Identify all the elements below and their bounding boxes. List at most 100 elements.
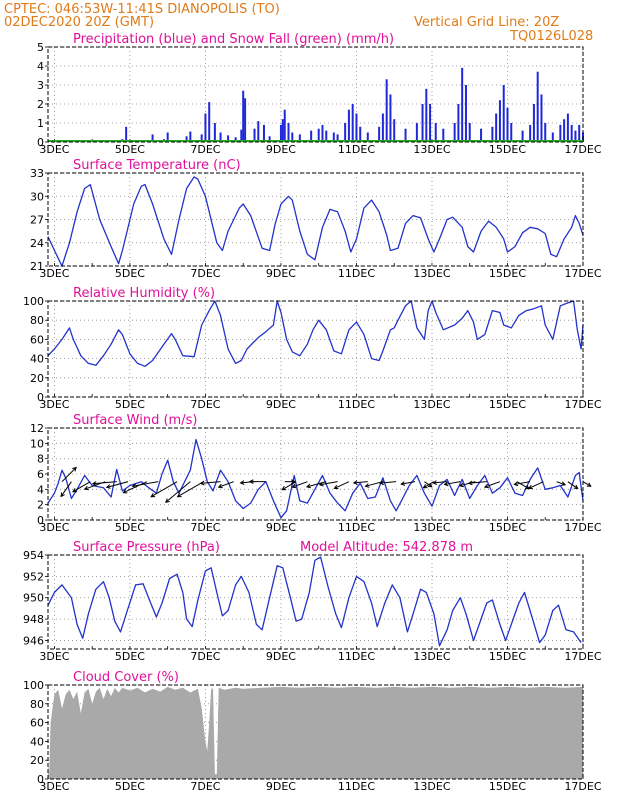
precip-bar — [242, 90, 245, 142]
cloud-x-tick-label: 11DEC — [338, 780, 375, 793]
humidity-series-line — [47, 300, 584, 367]
wind-arrow-shaft — [423, 481, 435, 489]
wind-arrow-shaft — [132, 481, 159, 487]
humidity-y-tick-label: 80 — [30, 314, 44, 327]
wind-arrow-head — [72, 466, 77, 472]
wind-arrow-shaft — [567, 481, 579, 489]
wind-arrow-shaft — [165, 481, 191, 503]
wind-arrow-head — [72, 487, 77, 493]
wind-arrow-shaft — [468, 481, 487, 484]
wind-arrow-head — [60, 492, 65, 498]
pressure-y-tick-label: 954 — [23, 549, 44, 562]
wind-arrow-head — [527, 484, 533, 490]
cloud-y-tick-label: 0 — [37, 773, 44, 786]
cloud-y-tick-label: 100 — [23, 679, 44, 692]
temperature-x-tick-label: 15DEC — [489, 267, 526, 280]
wind-arrow-shaft — [319, 481, 338, 486]
wind-arrow-head — [458, 482, 464, 488]
wind-arrow-shaft — [92, 481, 117, 485]
wind-y-tick-label: 10 — [30, 437, 44, 450]
cloud-x-tick-label: 17DEC — [564, 780, 601, 793]
precip-bar — [125, 126, 128, 142]
precip-y-tick-label: 3 — [37, 79, 44, 92]
precip-x-tick-label: 13DEC — [413, 143, 450, 156]
temperature-x-tick-label: 13DEC — [413, 267, 450, 280]
precip-bar — [415, 123, 418, 142]
humidity-frame — [47, 300, 584, 398]
precip-bar — [336, 134, 339, 142]
wind-arrow-head — [318, 481, 324, 487]
precip-x-tick-label: 9DEC — [266, 143, 296, 156]
wind-x-tick-label: 5DEC — [115, 521, 145, 534]
wind-x-tick-label: 15DEC — [489, 521, 526, 534]
pressure-annotation: Model Altitude: 542.878 m — [300, 540, 473, 555]
precip-bar — [536, 71, 539, 142]
wind-arrow-head — [400, 481, 406, 486]
wind-arrow-head — [165, 498, 170, 503]
precip-bar — [495, 113, 498, 142]
precip-bar — [359, 126, 362, 142]
wind-arrow-shaft — [60, 481, 72, 497]
humidity-y-tick-label: 0 — [37, 391, 44, 404]
wind-arrow-head — [281, 485, 287, 491]
wind-arrow-shaft — [353, 481, 368, 484]
precip-bar — [200, 134, 203, 142]
temperature-y-tick-label: 30 — [30, 190, 44, 203]
wind-arrow-head — [91, 481, 97, 486]
precip-bar — [385, 79, 388, 142]
pressure-frame — [47, 554, 584, 650]
precip-bar — [279, 124, 282, 142]
wind-y-tick-label: 8 — [37, 453, 44, 466]
humidity-x-tick-label: 13DEC — [413, 398, 450, 411]
precip-bar — [464, 85, 467, 142]
wind-arrow-shaft — [459, 481, 476, 487]
humidity-x-tick-label: 3DEC — [39, 398, 69, 411]
precip-bar — [227, 135, 230, 142]
precip-y-tick-label: 4 — [37, 60, 44, 73]
wind-arrow-head — [131, 483, 137, 488]
header-run-time: 02DEC2020 20Z (GMT) — [4, 15, 154, 30]
precip-bar — [421, 104, 424, 142]
precip-y-tick-label: 1 — [37, 117, 44, 130]
precip-bar — [321, 124, 324, 142]
wind-arrow-head — [122, 489, 128, 494]
wind-y-tick-label: 2 — [37, 499, 44, 512]
precip-bar — [461, 67, 464, 142]
wind-arrow-head — [467, 480, 473, 486]
wind-x-tick-label: 3DEC — [39, 521, 69, 534]
precip-x-tick-label: 3DEC — [39, 143, 69, 156]
wind-x-tick-label: 13DEC — [413, 521, 450, 534]
wind-arrow-shaft — [424, 481, 433, 488]
precip-y-tick-label: 0 — [37, 136, 44, 149]
precip-bar — [540, 94, 543, 142]
wind-arrow-head — [573, 484, 579, 490]
wind-x-tick-label: 7DEC — [190, 521, 220, 534]
pressure-y-tick-label: 948 — [23, 613, 44, 626]
wind-arrow-shaft — [177, 481, 204, 498]
wind-arrow-head — [443, 481, 449, 487]
humidity-x-tick-label: 9DEC — [266, 398, 296, 411]
temperature-y-tick-label: 21 — [30, 260, 44, 273]
precip-bar — [529, 124, 532, 142]
precip-y-tick-label: 2 — [37, 98, 44, 111]
precip-bar — [404, 128, 407, 142]
humidity-x-tick-label: 11DEC — [338, 398, 375, 411]
cloud-x-tick-label: 7DEC — [190, 780, 220, 793]
cloud-cover-area — [48, 686, 583, 779]
pressure-x-tick-label: 5DEC — [115, 650, 145, 663]
temperature-x-tick-label: 5DEC — [115, 267, 145, 280]
wind-arrow-head — [105, 484, 111, 489]
humidity-x-tick-label: 17DEC — [564, 398, 601, 411]
pressure-y-tick-label: 952 — [23, 570, 44, 583]
precip-bar — [506, 107, 509, 142]
precip-bar — [317, 128, 320, 142]
humidity-title: Relative Humidity (%) — [73, 286, 215, 301]
wind-arrow-head — [560, 481, 567, 486]
temperature-x-tick-label: 3DEC — [39, 267, 69, 280]
precip-bar — [347, 109, 350, 142]
temperature-y-tick-label: 33 — [30, 167, 44, 180]
pressure-y-tick-label: 946 — [23, 634, 44, 647]
wind-arrow-shaft — [401, 481, 416, 485]
pressure-x-tick-label: 13DEC — [413, 650, 450, 663]
pressure-x-tick-label: 3DEC — [39, 650, 69, 663]
